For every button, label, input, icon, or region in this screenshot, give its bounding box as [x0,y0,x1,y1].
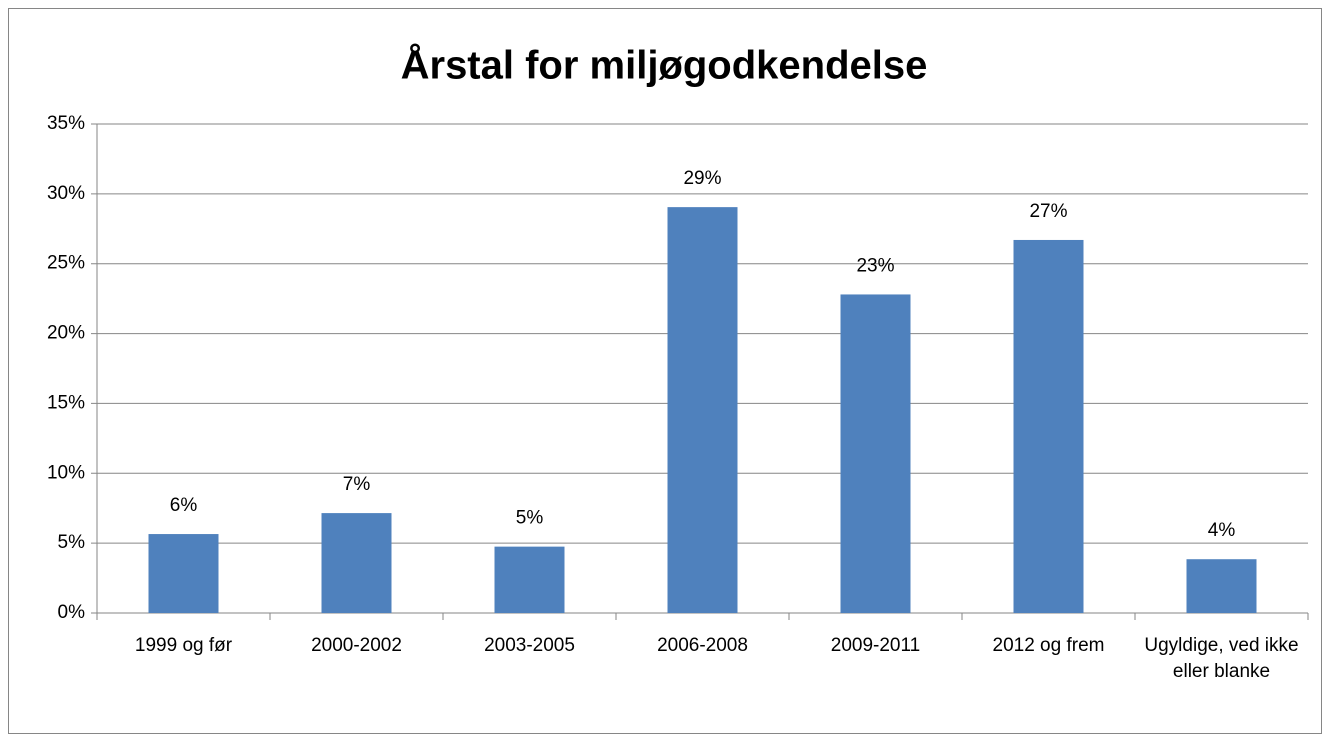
bar [148,534,219,613]
x-tick-label: 1999 og før [134,635,233,656]
x-tick-label: Ugyldige, ved ikke eller blanke [1144,635,1299,682]
x-tick-label: 2006-2008 [657,635,748,656]
data-label: 29% [683,168,721,189]
bar [840,294,911,613]
data-label: 6% [170,495,198,516]
data-label: 27% [1029,201,1067,222]
bar [667,207,738,613]
x-tick-label: 2003-2005 [484,635,575,656]
data-label: 23% [856,255,894,276]
y-tick-label: 35% [47,113,85,134]
data-label: 7% [343,474,371,495]
chart-border [8,8,1322,734]
data-label: 4% [1208,520,1236,541]
x-tick-label: 2009-2011 [830,635,921,656]
y-tick-label: 15% [47,392,85,413]
x-tick-label: 2000-2002 [311,635,402,656]
chart-title: Årstal for miljøgodkendelse [401,43,928,88]
y-tick-label: 30% [47,183,85,204]
y-tick-label: 10% [47,462,85,483]
y-tick-label: 20% [47,323,85,344]
y-tick-label: 25% [47,253,85,274]
x-tick-label: 2012 og frem [992,635,1105,656]
bar [1186,559,1257,613]
bar [1013,239,1084,613]
y-tick-label: 5% [58,532,86,553]
y-tick-label: 0% [58,602,86,623]
bar [321,513,392,613]
bar [494,546,565,613]
data-label: 5% [516,508,544,529]
